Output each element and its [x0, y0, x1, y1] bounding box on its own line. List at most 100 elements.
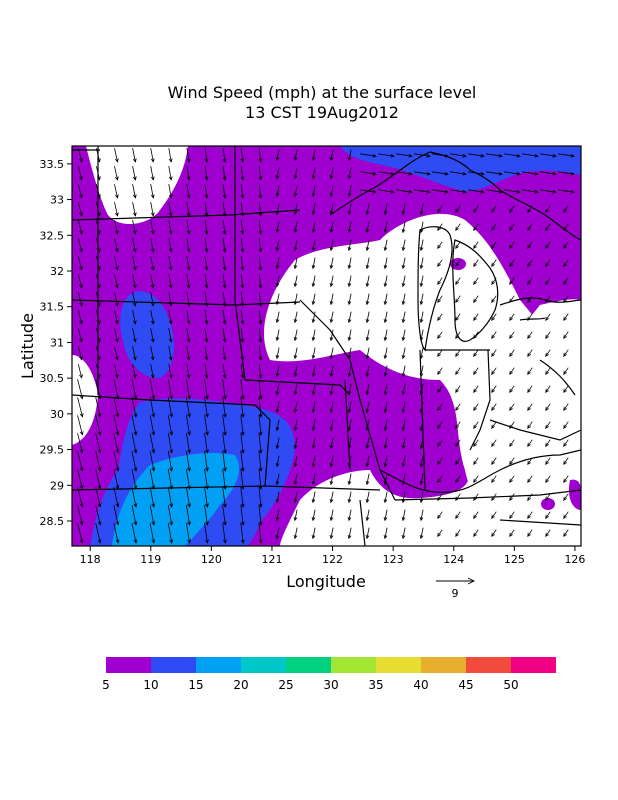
colorbar-swatch: [151, 657, 196, 673]
wind-vector: [132, 166, 137, 181]
wind-vector: [275, 203, 280, 216]
wind-vector: [360, 171, 377, 176]
wind-vector: [491, 223, 497, 232]
wind-vector: [132, 274, 137, 289]
wind-vector: [455, 241, 461, 250]
wind-vector: [149, 433, 156, 454]
wind-vector: [509, 385, 515, 394]
wind-vector: [114, 166, 119, 181]
wind-region-white-w: [72, 355, 98, 445]
wind-vector: [114, 148, 119, 163]
wind-vector: [419, 365, 424, 378]
wind-vector: [240, 487, 245, 508]
wind-vector: [455, 205, 461, 214]
wind-vector: [545, 205, 551, 214]
wind-vector: [437, 457, 443, 466]
wind-region-blue-ne: [340, 146, 581, 192]
wind-vector: [222, 469, 227, 490]
y-axis-label: Latitude: [18, 313, 37, 379]
wind-vector: [437, 385, 443, 394]
wind-vector: [509, 493, 515, 502]
wind-vector: [258, 379, 263, 400]
wind-vector: [558, 189, 575, 194]
wind-vector: [114, 238, 119, 253]
wind-vector: [365, 347, 370, 360]
wind-vector: [186, 346, 191, 361]
wind-vector: [509, 439, 515, 448]
wind-vector: [96, 184, 101, 199]
wind-vector: [545, 385, 551, 394]
wind-vector: [275, 383, 280, 396]
colorbar-swatch: [286, 657, 331, 673]
wind-vector: [419, 401, 424, 414]
wind-vector: [167, 451, 174, 472]
wind-vector: [455, 259, 461, 268]
wind-vector: [293, 437, 298, 450]
wind-vector: [96, 166, 101, 181]
wind-vector: [222, 328, 227, 343]
y-tick-label: 28.5: [40, 515, 65, 528]
wind-vector: [77, 328, 83, 343]
wind-vector: [365, 401, 370, 414]
wind-vector: [77, 469, 84, 490]
wind-vector: [509, 223, 515, 232]
wind-vector: [275, 293, 280, 306]
wind-vector: [311, 509, 316, 522]
wind-vector: [77, 346, 83, 361]
wind-vector: [401, 329, 406, 342]
wind-vector: [360, 153, 377, 158]
wind-vector: [204, 433, 209, 454]
wind-vector: [509, 529, 515, 538]
wind-region-white-nw: [86, 146, 188, 225]
wind-vector: [204, 256, 209, 271]
wind-vector: [168, 274, 173, 289]
x-tick-label: 123: [383, 553, 404, 566]
wind-vector: [365, 311, 370, 324]
wind-vector: [95, 469, 102, 490]
wind-vector: [527, 241, 533, 250]
wind-vector: [468, 153, 485, 158]
wind-vector: [293, 491, 298, 504]
wind-vector: [347, 293, 352, 306]
wind-vector: [204, 379, 209, 400]
wind-vector: [509, 295, 515, 304]
wind-vector: [491, 511, 497, 520]
wind-vector: [329, 167, 334, 180]
wind-vector: [383, 239, 388, 252]
wind-vector: [240, 523, 245, 544]
wind-vector: [168, 166, 173, 181]
wind-vector: [491, 457, 497, 466]
wind-vector: [383, 383, 388, 396]
wind-vector: [365, 473, 370, 486]
wind-vector: [293, 149, 298, 162]
wind-region-purple-blob-1: [450, 258, 466, 270]
wind-vector: [258, 165, 263, 181]
wind-vector: [455, 313, 461, 322]
x-tick-label: 124: [443, 553, 464, 566]
wind-vector: [545, 223, 551, 232]
wind-vector: [275, 527, 280, 540]
wind-vector: [491, 403, 497, 412]
wind-vector: [77, 364, 83, 379]
wind-vector: [186, 523, 191, 544]
wind-vector: [222, 397, 227, 418]
wind-vector: [419, 383, 424, 396]
wind-vector: [222, 292, 227, 307]
wind-vector: [347, 365, 352, 378]
wind-vector: [473, 529, 479, 538]
wind-vector: [113, 397, 120, 418]
wind-vector: [114, 328, 119, 343]
wind-vector: [113, 415, 120, 436]
wind-vector: [258, 469, 263, 490]
wind-vector: [240, 220, 245, 235]
wind-vector: [455, 403, 461, 412]
wind-vector: [96, 238, 101, 253]
wind-vector: [258, 415, 263, 436]
wind-vector: [131, 397, 138, 418]
wind-vector: [414, 171, 431, 176]
wind-vector: [545, 313, 551, 322]
wind-vector: [96, 256, 101, 271]
wind-vector: [347, 401, 352, 414]
wind-vector: [563, 475, 569, 484]
wind-vector: [522, 153, 539, 158]
